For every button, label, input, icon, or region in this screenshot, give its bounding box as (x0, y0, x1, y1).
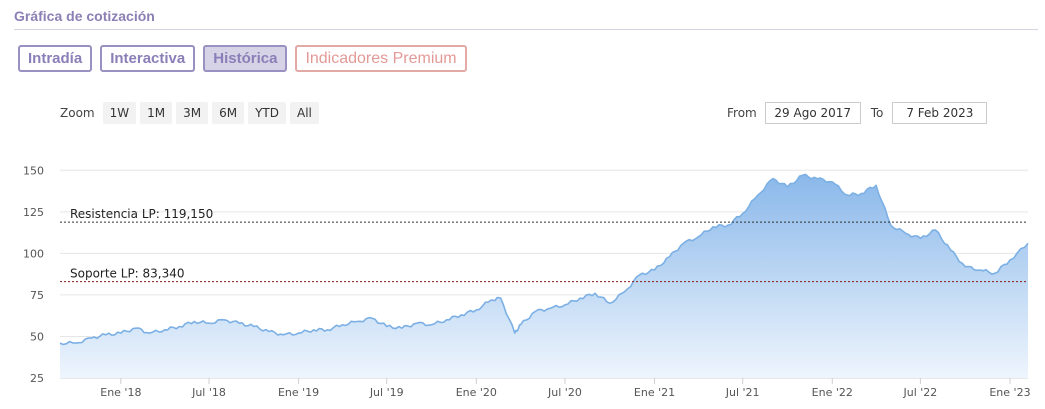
reference-lines: Resistencia LP: 119,150 Soporte LP: 83,34… (60, 207, 1028, 283)
x-tick-label: Ene '18 (100, 386, 141, 399)
chart-series (59, 173, 1029, 378)
series-area-0 (60, 174, 1028, 378)
zoom-1m-button[interactable]: 1M (140, 102, 173, 124)
x-tick-label: Jul '19 (369, 386, 404, 399)
reference-line-label: Resistencia LP: 119,150 (70, 207, 213, 221)
title-divider (14, 29, 1038, 30)
zoom-6m-button[interactable]: 6M (212, 102, 245, 124)
y-tick-label: 25 (30, 372, 44, 385)
to-date-input[interactable]: 7 Feb 2023 (892, 102, 988, 124)
x-tick-label: Ene '23 (989, 386, 1030, 399)
y-tick-label: 75 (30, 289, 44, 302)
to-label: To (870, 106, 884, 120)
y-tick-label: 100 (23, 247, 44, 260)
zoom-3m-button[interactable]: 3M (176, 102, 209, 124)
tab-intradia[interactable]: Intradía (18, 45, 93, 72)
x-axis: Ene '18 Jul '18 Ene '19 Jul '19 Ene '20 Jul '… (100, 378, 1031, 399)
tab-indicadores-premium[interactable]: Indicadores Premium (295, 45, 467, 72)
y-tick-label: 50 (30, 330, 44, 343)
tab-interactiva[interactable]: Interactiva (100, 45, 196, 72)
y-axis: 25 50 75 100 125 150 (23, 164, 44, 385)
x-tick-label: Jul '21 (725, 386, 760, 399)
from-label: From (727, 106, 757, 120)
price-history-chart[interactable]: Resistencia LP: 119,150 Soporte LP: 83,34… (0, 150, 1045, 409)
x-tick-label: Ene '22 (812, 386, 853, 399)
zoom-1w-button[interactable]: 1W (102, 102, 137, 124)
x-tick-label: Jul '20 (547, 386, 582, 399)
y-tick-label: 125 (23, 206, 44, 219)
zoom-label: Zoom (60, 106, 95, 120)
from-date-input[interactable]: 29 Ago 2017 (764, 102, 861, 124)
zoom-all-button[interactable]: All (290, 102, 319, 124)
section-title: Gráfica de cotización (14, 8, 155, 24)
zoom-ytd-button[interactable]: YTD (248, 102, 286, 124)
x-tick-label: Ene '20 (456, 386, 497, 399)
x-tick-label: Jul '18 (191, 386, 226, 399)
x-tick-label: Jul '22 (902, 386, 937, 399)
reference-line-label: Soporte LP: 83,340 (70, 267, 185, 281)
x-tick-label: Ene '19 (278, 386, 319, 399)
y-tick-label: 150 (23, 164, 44, 177)
x-tick-label: Ene '21 (634, 386, 675, 399)
series-line-0 (59, 173, 1029, 346)
date-range: From 29 Ago 2017 To 7 Feb 2023 (727, 102, 988, 124)
tab-historica[interactable]: Histórica (203, 45, 288, 72)
chart-tabs: Intradía Interactiva Histórica Indicador… (18, 45, 467, 72)
zoom-controls: Zoom 1W 1M 3M 6M YTD All (60, 102, 319, 124)
